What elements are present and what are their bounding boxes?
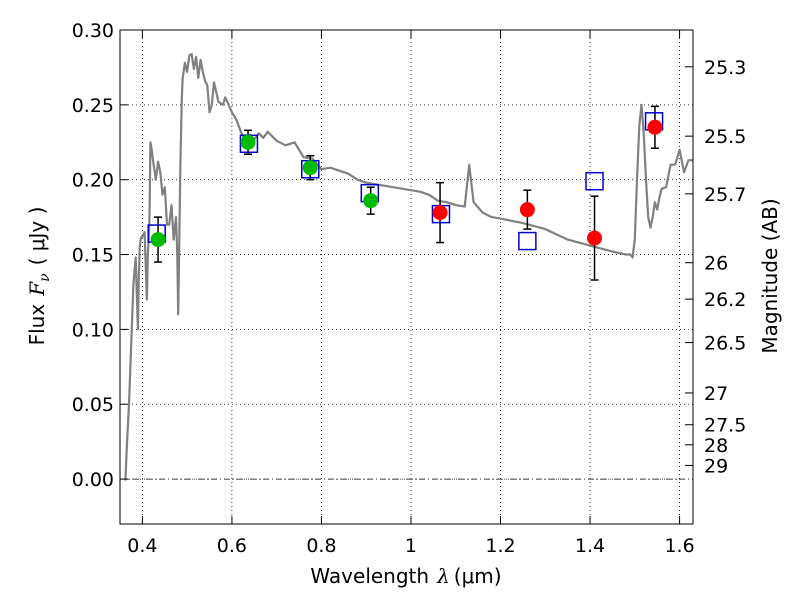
y2-axis-label: Magnitude (AB): [758, 198, 782, 353]
y2-tick-label: 29: [704, 455, 728, 477]
x-tick-label: 0.4: [127, 535, 157, 557]
grid-layer: [120, 29, 693, 524]
x-tick-label: 1.6: [664, 535, 694, 557]
model-square-marker: [518, 231, 537, 251]
green-data-point: [363, 193, 379, 209]
y-tick-label: 0.10: [72, 319, 114, 341]
x-axis-label: Wavelength λ (μm): [310, 564, 501, 588]
x-tick-label: 1.2: [485, 535, 515, 557]
y-axis-label-subscript: ν: [37, 273, 53, 282]
x-tick-label: 0.6: [217, 535, 247, 557]
y2-tick-label: 28: [704, 435, 728, 457]
errorbar-layer: [154, 105, 659, 281]
y-tick-label: 0.05: [72, 394, 114, 416]
y2-tick-label: 25.7: [704, 184, 746, 206]
y-axis-label-unit: ( μJy ): [25, 207, 49, 266]
model-spectrum-line: [124, 52, 693, 481]
y-tick-label: 0.00: [72, 469, 114, 491]
x-axis-label-symbol: λ: [436, 564, 450, 588]
green-data-point: [302, 160, 318, 176]
y-axis-label-symbol: F: [25, 281, 49, 297]
plot-frame: [119, 29, 694, 525]
x-tick-label: 1: [405, 535, 417, 557]
red-data-point: [432, 205, 448, 221]
tick-label-layer: 0.4 0.6 0.8 1 1.2 1.4 1.6 0.00 0.05 0.10 0.15 0.20 0…: [72, 20, 747, 557]
y2-tick-label: 27: [704, 383, 728, 405]
x-axis-label-prefix: Wavelength: [310, 564, 429, 588]
y-tick-label: 0.15: [72, 245, 114, 267]
x-tick-label: 1.4: [575, 535, 605, 557]
y2-tick-label: 26.5: [704, 333, 746, 355]
model-square-marker: [585, 171, 604, 191]
y2-tick-label: 25.3: [704, 57, 746, 79]
data-point-layer: [147, 112, 664, 251]
y2-tick-label: 26.2: [704, 289, 746, 311]
green-data-point: [150, 232, 166, 248]
axes-frame-layer: [119, 29, 694, 525]
y-tick-label: 0.25: [72, 95, 114, 117]
red-data-point: [587, 230, 603, 246]
green-data-point: [240, 134, 256, 150]
x-tick-label: 0.8: [306, 535, 336, 557]
y-tick-label: 0.30: [72, 20, 114, 42]
y-axis-label: Flux Fν ( μJy ): [25, 207, 53, 346]
y-axis-label-prefix: Flux: [25, 304, 49, 346]
red-data-point: [519, 202, 535, 218]
y2-tick-label: 26: [704, 253, 728, 275]
y2-tick-label: 25.5: [704, 126, 746, 148]
y2-tick-label: 27.5: [704, 415, 746, 437]
y-tick-label: 0.20: [72, 170, 114, 192]
x-axis-label-unit: (μm): [454, 564, 502, 588]
red-data-point: [647, 119, 663, 135]
model-spectrum-layer: [124, 52, 693, 481]
